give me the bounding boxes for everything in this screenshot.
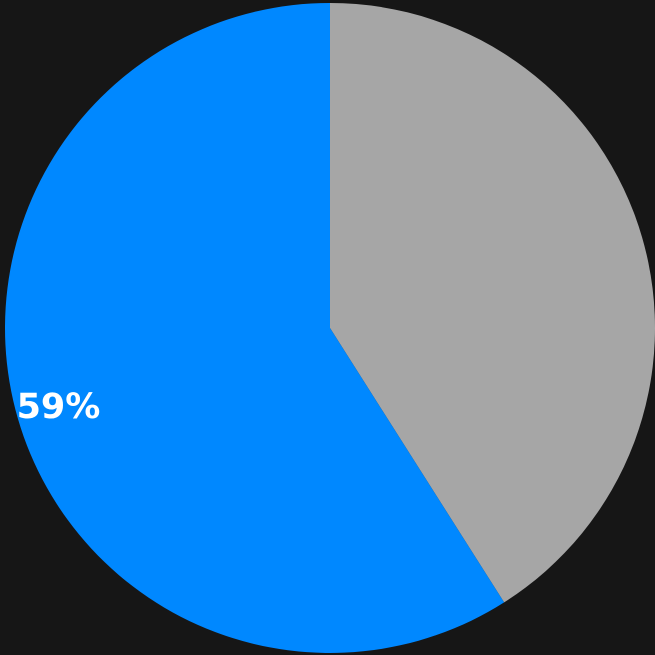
pie-labels: 59% bbox=[17, 387, 101, 427]
pie-slice-label-1: 59% bbox=[17, 387, 101, 427]
pie-slices bbox=[4, 3, 655, 653]
pie-slice-0 bbox=[330, 3, 655, 603]
pie-slice-1 bbox=[4, 3, 505, 653]
